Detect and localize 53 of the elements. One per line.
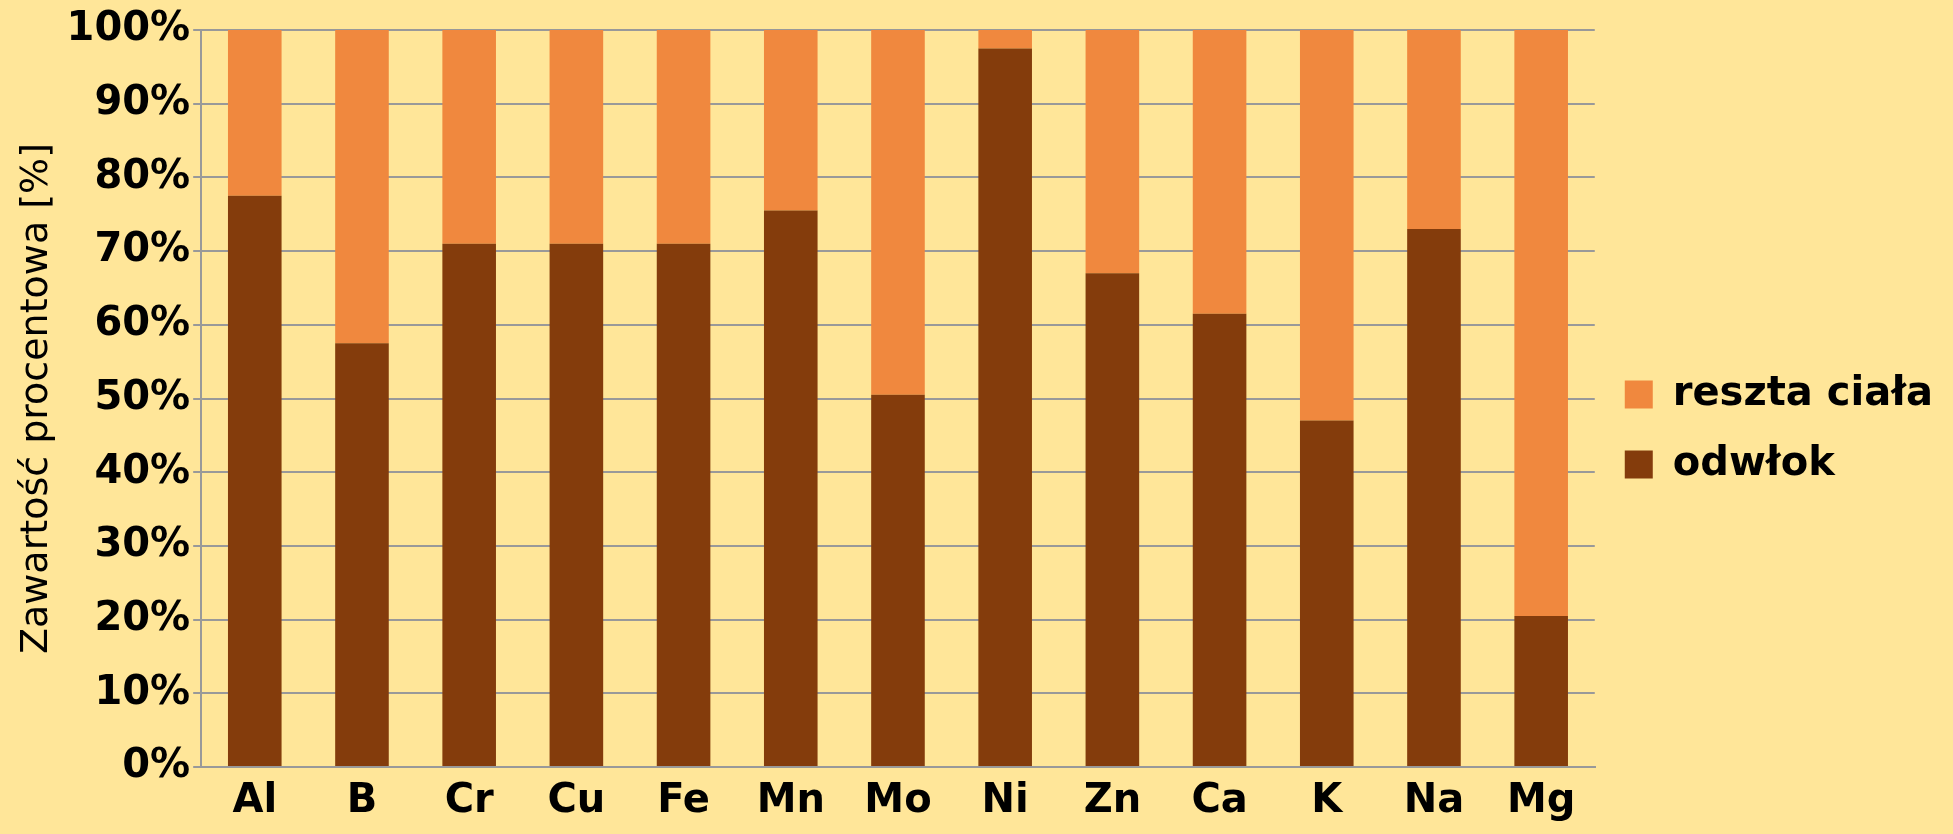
x-tick-label: Zn — [1083, 775, 1142, 822]
y-tick-label: 30% — [94, 519, 191, 566]
bar — [1407, 228, 1461, 766]
bar — [1192, 313, 1247, 766]
x-tick-label: Al — [232, 775, 278, 822]
y-tick-label: 60% — [94, 298, 191, 345]
bar — [763, 210, 818, 766]
bar — [1085, 30, 1140, 274]
bar — [1085, 273, 1140, 766]
x-tick-label: Na — [1403, 775, 1465, 822]
bar — [227, 195, 282, 766]
x-tick-label: Mn — [756, 775, 825, 822]
bar — [335, 30, 389, 344]
y-tick-label: 40% — [94, 445, 191, 492]
y-tick-label: 10% — [94, 666, 191, 713]
bar — [871, 30, 925, 395]
x-tick-label: Ni — [981, 775, 1029, 822]
y-axis-title: Zawartość procentowa [%] — [11, 142, 56, 655]
bar — [978, 30, 1032, 49]
y-tick-label: 70% — [94, 224, 191, 271]
bar — [1299, 420, 1354, 766]
x-tick-label: Fe — [657, 775, 710, 822]
x-tick-label: Ca — [1191, 775, 1248, 822]
y-tick-label: 20% — [94, 592, 191, 639]
x-tick-label: Mo — [864, 775, 932, 822]
bar — [1192, 30, 1247, 314]
bar — [227, 30, 282, 196]
y-tick-label: 50% — [94, 371, 191, 418]
y-tick-label: 90% — [94, 77, 191, 124]
bar — [549, 30, 604, 244]
x-tick-label: Cu — [547, 775, 606, 822]
bar — [656, 30, 711, 244]
x-tick-label: Cr — [444, 775, 494, 822]
bar — [1407, 30, 1461, 229]
y-tick-label: 100% — [66, 3, 191, 50]
x-tick-label: B — [346, 775, 378, 822]
bar — [763, 30, 818, 211]
bar — [549, 243, 604, 766]
y-tick-label: 0% — [122, 740, 191, 787]
bar — [871, 394, 925, 766]
x-tick-label: Mg — [1506, 775, 1576, 822]
x-tick-label: K — [1311, 775, 1345, 822]
bar — [1514, 30, 1568, 616]
bar — [442, 30, 496, 244]
y-tick-label: 80% — [94, 150, 191, 197]
bar — [442, 243, 496, 766]
bar — [1299, 30, 1354, 421]
legend-label: odwłok — [1672, 437, 1837, 484]
bar — [1514, 615, 1568, 766]
bar — [978, 48, 1032, 766]
bar — [656, 243, 711, 766]
legend-label: reszta ciała — [1672, 367, 1933, 414]
bar — [335, 343, 389, 766]
